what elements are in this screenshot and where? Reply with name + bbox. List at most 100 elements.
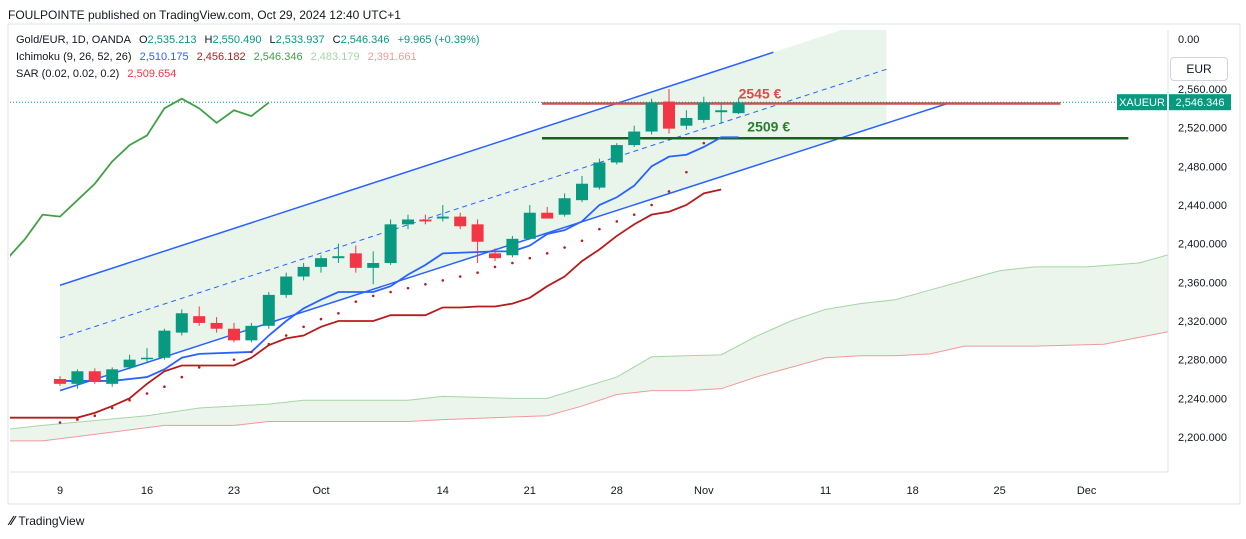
symbol-tag-text: XAUEUR: [1119, 97, 1165, 109]
sar-dot: [441, 279, 445, 282]
currency-button[interactable]: EUR: [1170, 57, 1228, 81]
publisher-header: FOULPOINTE published on TradingView.com,…: [8, 8, 401, 22]
sar-dot: [76, 418, 79, 421]
sar-dot: [615, 220, 619, 223]
x-tick-label: Oct: [312, 485, 329, 497]
y-tick-label: 2,400.000: [1178, 239, 1227, 251]
sar-dot: [702, 141, 706, 145]
candle-up: [436, 216, 449, 219]
sar-dot: [250, 350, 253, 354]
ichimoku-kijun-value: 2,456.182: [196, 51, 246, 63]
sar-dot: [545, 252, 549, 255]
candle-up: [402, 219, 414, 225]
footer: ⁄⁄ TradingView: [10, 513, 84, 528]
sar-dot: [267, 342, 271, 346]
candle-down: [88, 371, 101, 382]
ichimoku-tenkan-value: 2,510.175: [139, 51, 189, 63]
candle-down: [419, 219, 432, 222]
candle-up: [245, 325, 258, 341]
sar-dot: [197, 366, 201, 369]
y-tick-label: 0.00: [1178, 34, 1199, 46]
legend-row-symbol: Gold/EUR, 1D, OANDA O2,535.213 H2,550.49…: [16, 32, 485, 49]
sar-dot: [145, 392, 149, 395]
senkou-span-a-line: [10, 254, 1168, 430]
sar-dot: [632, 213, 636, 216]
candle-up: [628, 131, 641, 146]
candle-up: [315, 258, 327, 267]
ohlc-change: +9.965 (+0.39%): [397, 34, 480, 46]
candle-down: [210, 322, 223, 329]
sar-dot: [302, 325, 305, 329]
channel-upper-line: [59, 51, 774, 286]
sar-dot: [458, 275, 462, 278]
legend: Gold/EUR, 1D, OANDA O2,535.213 H2,550.49…: [16, 32, 485, 83]
sar-dot: [476, 271, 479, 274]
candle-down: [663, 101, 675, 129]
legend-row-sar: SAR (0.02, 0.02, 0.2) 2,509.654: [16, 66, 485, 83]
candle-up: [576, 183, 588, 201]
candle-up: [384, 224, 397, 263]
x-tick-label: 23: [228, 485, 240, 497]
sar-dot: [424, 282, 427, 286]
price-tag-bg: [1169, 94, 1231, 111]
sar-dot: [406, 286, 410, 290]
x-tick-label: 18: [906, 485, 918, 497]
plot-area: 2545 € 2509 €: [10, 30, 1168, 442]
sar-dot: [232, 358, 236, 361]
candle-up: [715, 110, 728, 113]
candle-up: [332, 256, 345, 259]
x-tick-label: 14: [437, 485, 449, 497]
x-tick-label: 16: [141, 485, 153, 497]
ichimoku-label: Ichimoku (9, 26, 52, 26): [16, 51, 132, 63]
candle-down: [489, 253, 501, 259]
candle-up: [123, 359, 136, 368]
sar-dot: [354, 300, 358, 303]
sar-dot: [371, 294, 375, 298]
ichimoku-chikou-value: 2,546.346: [253, 51, 303, 63]
candle-up: [506, 238, 519, 256]
tradingview-brand: TradingView: [18, 513, 85, 528]
sar-dot: [163, 385, 166, 389]
candle-down: [228, 328, 240, 341]
ohlc-close: C2,546.346: [332, 34, 390, 46]
senkou-span-b-line: [10, 331, 1168, 442]
candle-down: [541, 212, 554, 219]
kijun-sen-line: [10, 188, 722, 419]
y-tick-label: 2,200.000: [1178, 432, 1227, 444]
sar-dot: [128, 398, 131, 402]
candle-up: [680, 118, 693, 126]
sar-dot: [528, 256, 532, 260]
sar-label: SAR (0.02, 0.02, 0.2): [16, 68, 120, 80]
x-tick-label: Nov: [694, 485, 714, 497]
y-tick-label: 2,320.000: [1178, 316, 1227, 328]
sar-dot: [110, 406, 114, 410]
y-tick-label: 2,480.000: [1178, 161, 1227, 173]
candle-up: [610, 145, 623, 163]
x-tick-label: 25: [993, 485, 1005, 497]
chikou-span-line: [10, 97, 270, 258]
sar-dot: [650, 203, 653, 207]
candle-down: [54, 379, 66, 384]
ichimoku-spanA-value: 2,483.179: [310, 51, 360, 63]
candle-up: [645, 102, 658, 132]
sar-dot: [337, 311, 340, 315]
tenkan-sen-line: [60, 136, 739, 382]
candle-up: [593, 162, 606, 188]
support-label: 2509 €: [747, 118, 790, 134]
candle-up: [175, 313, 188, 333]
resistance-label: 2545 €: [739, 86, 782, 102]
candle-up: [71, 371, 84, 384]
candle-up: [367, 263, 380, 268]
sar-dot: [685, 170, 688, 174]
symbol-tag-bg: [1117, 94, 1167, 111]
sar-dot: [511, 261, 514, 265]
y-tick-label: 2,360.000: [1178, 277, 1227, 289]
y-tick-label: 2,240.000: [1178, 393, 1227, 405]
legend-row-ichimoku: Ichimoku (9, 26, 52, 26) 2,510.175 2,456…: [16, 49, 485, 66]
sar-dot: [493, 265, 497, 269]
channel-mid-line: [59, 68, 887, 339]
y-tick-label: 2,440.000: [1178, 200, 1227, 212]
candle-up: [280, 276, 293, 295]
sar-dot: [180, 375, 184, 379]
